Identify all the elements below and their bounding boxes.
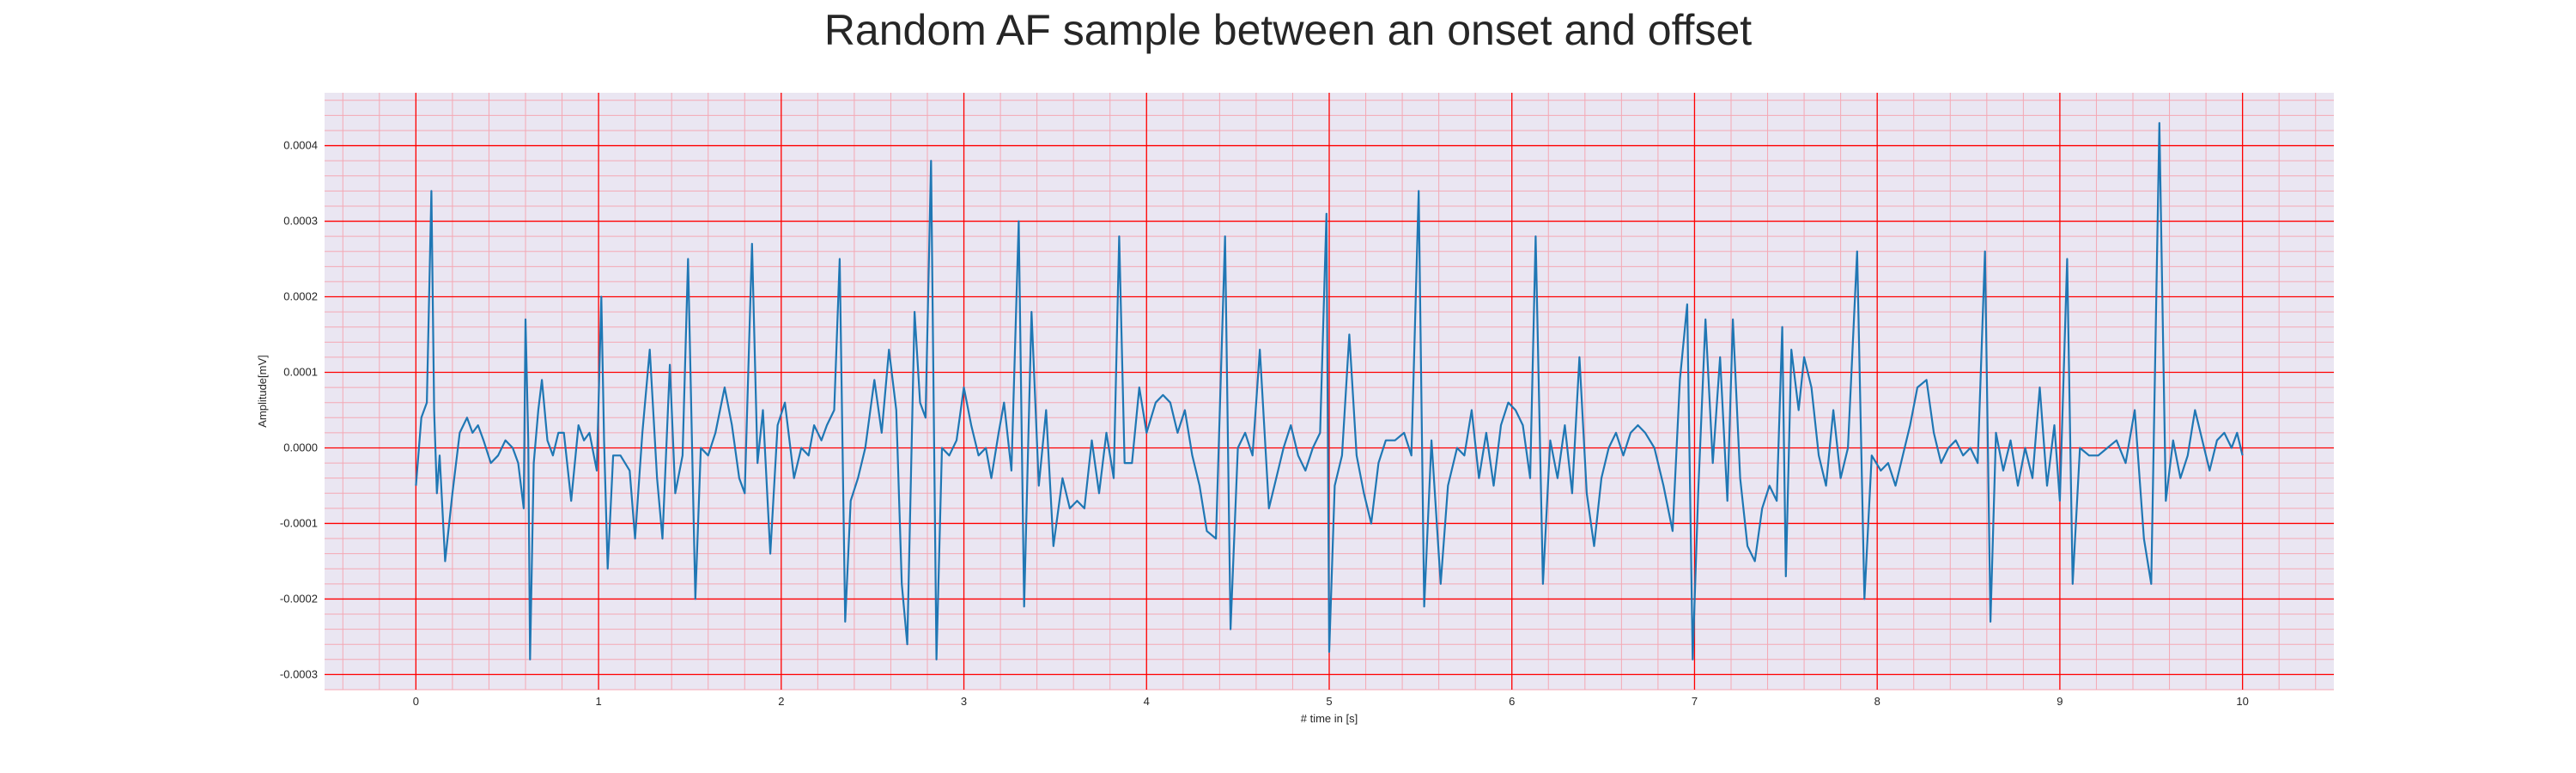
y-tick-label: -0.0001: [280, 516, 318, 529]
y-tick-label: 0.0004: [283, 139, 318, 152]
y-tick-label: -0.0003: [280, 667, 318, 680]
x-tick-label: 4: [1144, 695, 1150, 708]
x-tick-labels: 0 1 2 3 4 5 6 7 8 9 10: [413, 695, 2249, 708]
signal-line: [415, 122, 2244, 660]
x-tick-label: 2: [778, 695, 784, 708]
x-tick-label: 6: [1509, 695, 1515, 708]
y-tick-label: -0.0002: [280, 592, 318, 605]
y-tick-label: 0.0003: [283, 215, 318, 228]
x-tick-label: 7: [1692, 695, 1698, 708]
y-tick-label: 0.0001: [283, 366, 318, 379]
x-tick-label: 8: [1874, 695, 1880, 708]
x-axis-label: # time in [s]: [1301, 712, 1358, 725]
x-tick-label: 0: [413, 695, 419, 708]
y-tick-labels: -0.0003 -0.0002 -0.0001 0.0000 0.0001 0.0002 0…: [280, 139, 318, 681]
y-tick-label: 0.0002: [283, 290, 318, 303]
x-tick-label: 1: [595, 695, 601, 708]
x-tick-label: 3: [961, 695, 967, 708]
chart-title: Random AF sample between an onset and of…: [823, 6, 1753, 54]
x-tick-label: 5: [1326, 695, 1332, 708]
x-tick-label: 9: [2057, 695, 2063, 708]
y-axis-label: Amplitude[mV]: [256, 355, 269, 428]
x-tick-label: 10: [2236, 695, 2248, 708]
y-tick-label: 0.0000: [283, 441, 318, 453]
